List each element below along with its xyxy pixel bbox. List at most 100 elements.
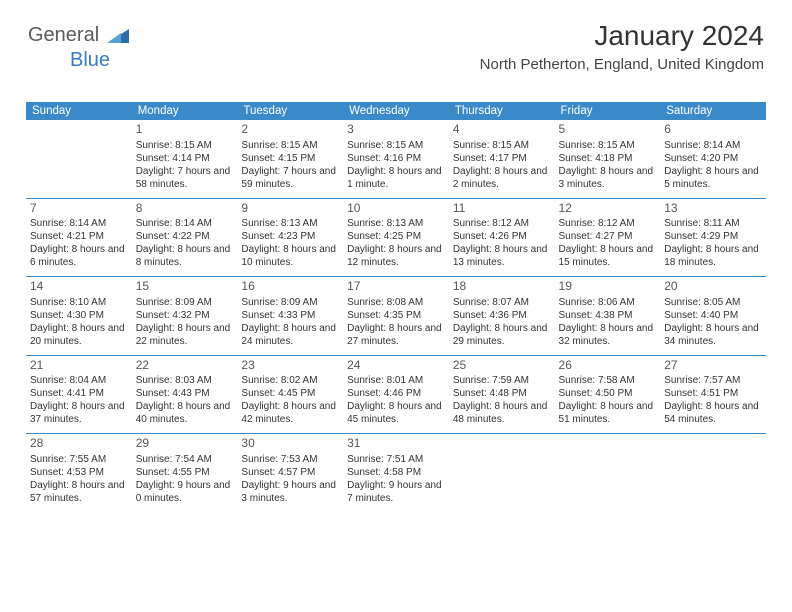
sunrise-line: Sunrise: 8:14 AM	[136, 217, 234, 230]
daylight-line: Daylight: 8 hours and 12 minutes.	[347, 243, 445, 269]
sunset-line: Sunset: 4:50 PM	[559, 387, 657, 400]
sunset-line: Sunset: 4:58 PM	[347, 466, 445, 479]
daylight-line: Daylight: 8 hours and 54 minutes.	[664, 400, 762, 426]
calendar-day-cell: 15Sunrise: 8:09 AMSunset: 4:32 PMDayligh…	[132, 277, 238, 355]
sunrise-line: Sunrise: 8:02 AM	[241, 374, 339, 387]
daylight-line: Daylight: 9 hours and 0 minutes.	[136, 479, 234, 505]
sunset-line: Sunset: 4:48 PM	[453, 387, 551, 400]
day-number: 7	[30, 201, 128, 217]
calendar-day-cell: 3Sunrise: 8:15 AMSunset: 4:16 PMDaylight…	[343, 120, 449, 198]
sunset-line: Sunset: 4:57 PM	[241, 466, 339, 479]
calendar-day-cell: 31Sunrise: 7:51 AMSunset: 4:58 PMDayligh…	[343, 434, 449, 512]
sunset-line: Sunset: 4:16 PM	[347, 152, 445, 165]
calendar-week-row: 21Sunrise: 8:04 AMSunset: 4:41 PM Dayligh…	[26, 356, 766, 434]
day-header: Thursday	[449, 102, 555, 120]
sunrise-line: Sunrise: 7:54 AM	[136, 453, 234, 466]
day-number: 10	[347, 201, 445, 217]
calendar-day-cell: 30Sunrise: 7:53 AMSunset: 4:57 PMDayligh…	[237, 434, 343, 512]
calendar-week-row: 28Sunrise: 7:55 AMSunset: 4:53 PMDayligh…	[26, 434, 766, 512]
calendar-week-row: 14Sunrise: 8:10 AMSunset: 4:30 PMDayligh…	[26, 277, 766, 355]
day-number: 31	[347, 436, 445, 452]
calendar-body: 1Sunrise: 8:15 AMSunset: 4:14 PMDaylight…	[26, 120, 766, 512]
sunrise-line: Sunrise: 7:53 AM	[241, 453, 339, 466]
sunrise-line: Sunrise: 7:59 AM	[453, 374, 551, 387]
sunrise-line: Sunrise: 8:11 AM	[664, 217, 762, 230]
sunset-line: Sunset: 4:23 PM	[241, 230, 339, 243]
daylight-line: Daylight: 8 hours and 8 minutes.	[136, 243, 234, 269]
daylight-line: Daylight: 7 hours and 58 minutes.	[136, 165, 234, 191]
calendar-day-cell: 16Sunrise: 8:09 AMSunset: 4:33 PMDayligh…	[237, 277, 343, 355]
daylight-line: Daylight: 8 hours and 48 minutes.	[453, 400, 551, 426]
day-number: 16	[241, 279, 339, 295]
daylight-line: Daylight: 9 hours and 7 minutes.	[347, 479, 445, 505]
daylight-line: Daylight: 8 hours and 3 minutes.	[559, 165, 657, 191]
day-number: 19	[559, 279, 657, 295]
daylight-line: Daylight: 8 hours and 20 minutes.	[30, 322, 128, 348]
calendar-day-cell: 17Sunrise: 8:08 AMSunset: 4:35 PMDayligh…	[343, 277, 449, 355]
sunset-line: Sunset: 4:22 PM	[136, 230, 234, 243]
sunset-line: Sunset: 4:29 PM	[664, 230, 762, 243]
calendar-day-cell: 26Sunrise: 7:58 AMSunset: 4:50 PMDayligh…	[555, 356, 661, 434]
day-number: 9	[241, 201, 339, 217]
sunrise-line: Sunrise: 8:14 AM	[664, 139, 762, 152]
sunset-line: Sunset: 4:15 PM	[241, 152, 339, 165]
day-number: 21	[30, 358, 128, 374]
sunset-line: Sunset: 4:41 PM	[30, 387, 128, 400]
sunset-line: Sunset: 4:20 PM	[664, 152, 762, 165]
sunrise-line: Sunrise: 8:07 AM	[453, 296, 551, 309]
sunrise-line: Sunrise: 7:58 AM	[559, 374, 657, 387]
sunrise-line: Sunrise: 8:08 AM	[347, 296, 445, 309]
calendar-day-cell: 21Sunrise: 8:04 AMSunset: 4:41 PMDayligh…	[26, 356, 132, 434]
day-number: 8	[136, 201, 234, 217]
daylight-line: Daylight: 8 hours and 40 minutes.	[136, 400, 234, 426]
sunset-line: Sunset: 4:32 PM	[136, 309, 234, 322]
daylight-line: Daylight: 8 hours and 29 minutes.	[453, 322, 551, 348]
daylight-line: Daylight: 8 hours and 32 minutes.	[559, 322, 657, 348]
daylight-line: Daylight: 8 hours and 13 minutes.	[453, 243, 551, 269]
calendar-day-cell: 7Sunrise: 8:14 AMSunset: 4:21 PMDaylight…	[26, 199, 132, 277]
daylight-line: Daylight: 8 hours and 1 minute.	[347, 165, 445, 191]
sunrise-line: Sunrise: 8:05 AM	[664, 296, 762, 309]
calendar-day-cell: 4Sunrise: 8:15 AMSunset: 4:17 PMDaylight…	[449, 120, 555, 198]
calendar-day-cell: 24Sunrise: 8:01 AMSunset: 4:46 PMDayligh…	[343, 356, 449, 434]
sunset-line: Sunset: 4:55 PM	[136, 466, 234, 479]
day-number: 2	[241, 122, 339, 138]
calendar-day-cell: 25Sunrise: 7:59 AMSunset: 4:48 PMDayligh…	[449, 356, 555, 434]
calendar-week-row: 1Sunrise: 8:15 AMSunset: 4:14 PMDaylight…	[26, 120, 766, 198]
day-number: 4	[453, 122, 551, 138]
sunrise-line: Sunrise: 8:15 AM	[347, 139, 445, 152]
sunrise-line: Sunrise: 8:10 AM	[30, 296, 128, 309]
calendar-day-cell: 12Sunrise: 8:12 AMSunset: 4:27 PMDayligh…	[555, 199, 661, 277]
daylight-line: Daylight: 8 hours and 57 minutes.	[30, 479, 128, 505]
calendar-day-cell: 27Sunrise: 7:57 AMSunset: 4:51 PMDayligh…	[660, 356, 766, 434]
day-number: 1	[136, 122, 234, 138]
month-title: January 2024	[480, 20, 764, 52]
sunrise-line: Sunrise: 7:51 AM	[347, 453, 445, 466]
calendar-day-cell: 22Sunrise: 8:03 AMSunset: 4:43 PMDayligh…	[132, 356, 238, 434]
calendar-day-cell: 5Sunrise: 8:15 AMSunset: 4:18 PMDaylight…	[555, 120, 661, 198]
sunrise-line: Sunrise: 8:15 AM	[559, 139, 657, 152]
sunrise-line: Sunrise: 8:04 AM	[30, 374, 128, 387]
day-header: Monday	[132, 102, 238, 120]
daylight-line: Daylight: 8 hours and 18 minutes.	[664, 243, 762, 269]
calendar-day-cell: 18Sunrise: 8:07 AMSunset: 4:36 PMDayligh…	[449, 277, 555, 355]
day-header: Wednesday	[343, 102, 449, 120]
day-header: Tuesday	[237, 102, 343, 120]
sunrise-line: Sunrise: 8:09 AM	[136, 296, 234, 309]
calendar-table: Sunday Monday Tuesday Wednesday Thursday…	[26, 102, 766, 512]
day-number: 5	[559, 122, 657, 138]
sunset-line: Sunset: 4:27 PM	[559, 230, 657, 243]
calendar-day-cell: 19Sunrise: 8:06 AMSunset: 4:38 PMDayligh…	[555, 277, 661, 355]
brand-logo: General Blue	[28, 24, 129, 72]
sunset-line: Sunset: 4:53 PM	[30, 466, 128, 479]
calendar-day-cell	[449, 434, 555, 512]
day-number: 25	[453, 358, 551, 374]
sunset-line: Sunset: 4:40 PM	[664, 309, 762, 322]
calendar-day-cell	[660, 434, 766, 512]
calendar-day-cell: 14Sunrise: 8:10 AMSunset: 4:30 PMDayligh…	[26, 277, 132, 355]
sunset-line: Sunset: 4:30 PM	[30, 309, 128, 322]
day-number: 22	[136, 358, 234, 374]
daylight-line: Daylight: 8 hours and 27 minutes.	[347, 322, 445, 348]
sunrise-line: Sunrise: 8:03 AM	[136, 374, 234, 387]
day-number: 12	[559, 201, 657, 217]
